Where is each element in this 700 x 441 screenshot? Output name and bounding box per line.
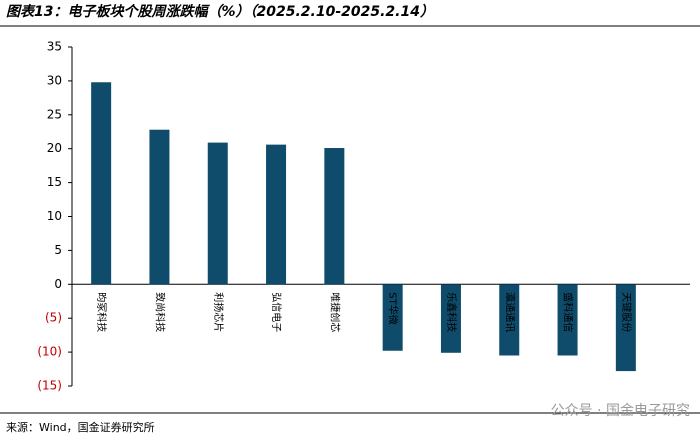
chart-title: 图表13：电子板块个股周涨跌幅（%）（2025.2.10-2025.2.14） (6, 3, 434, 20)
y-tick-label: 0 (54, 277, 62, 291)
bar (615, 284, 636, 372)
x-tick-label: 利扬芯片 (212, 292, 225, 332)
bar (440, 284, 461, 353)
y-tick-label: 35 (47, 40, 62, 54)
y-tick-label: 30 (47, 73, 62, 87)
x-tick-label: 盛科通信 (562, 292, 575, 332)
bar (324, 148, 345, 285)
y-tick-label: (10) (37, 345, 62, 359)
x-tick-label: 乐鑫科技 (445, 292, 458, 332)
x-tick-label: 弘信电子 (270, 292, 283, 332)
y-tick-label: 20 (47, 141, 62, 155)
x-tick-label: 昀冢科技 (95, 292, 108, 332)
bar (91, 82, 112, 285)
y-tick-label: (15) (37, 379, 62, 393)
x-tick-label: 天键股份 (620, 292, 633, 332)
bar (557, 284, 578, 356)
y-tick-label: 25 (47, 107, 62, 121)
bar (207, 142, 228, 285)
bar (266, 144, 287, 285)
x-tick-label: ST华微 (387, 292, 400, 324)
x-tick-label: 致尚科技 (153, 292, 166, 332)
bar (149, 129, 170, 285)
bar (499, 284, 520, 356)
y-tick-label: (5) (45, 311, 62, 325)
y-tick-label: 10 (47, 209, 62, 223)
x-tick-label: 瀛通通讯 (503, 292, 516, 332)
source: 来源：Wind，国金证券研究所 (6, 420, 155, 434)
y-tick-label: 5 (54, 243, 62, 257)
bar (382, 284, 403, 351)
watermark: 公众号 · 国金电子研究 (551, 403, 690, 419)
y-tick-label: 15 (47, 175, 62, 189)
x-tick-label: 唯捷创芯 (328, 292, 341, 332)
